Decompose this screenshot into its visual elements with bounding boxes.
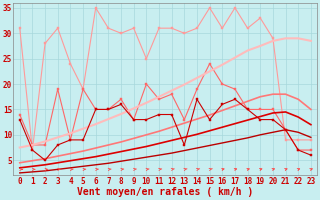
X-axis label: Vent moyen/en rafales ( km/h ): Vent moyen/en rafales ( km/h ) — [77, 187, 253, 197]
